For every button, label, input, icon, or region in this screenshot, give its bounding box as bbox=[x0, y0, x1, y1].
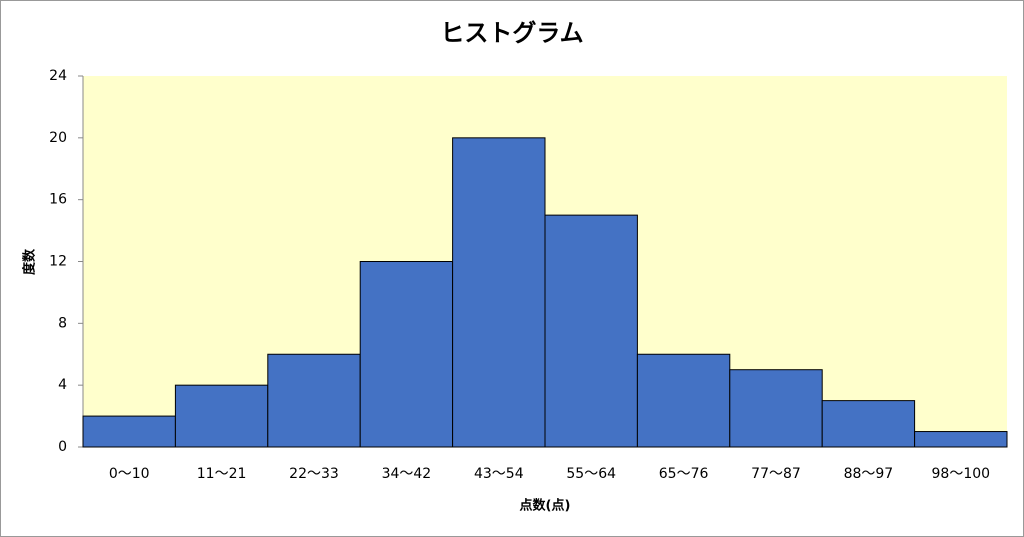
x-tick-label: 55～64 bbox=[566, 466, 616, 482]
bar bbox=[729, 369, 823, 448]
bar bbox=[636, 353, 731, 448]
chart-title: ヒストグラム bbox=[440, 19, 583, 47]
x-tick-label: 22～33 bbox=[289, 466, 339, 482]
x-tick-label: 11～21 bbox=[197, 466, 247, 482]
bar bbox=[544, 214, 638, 448]
x-tick-label: 77～87 bbox=[751, 466, 801, 482]
y-tick-label: 20 bbox=[49, 130, 67, 146]
y-tick-label: 0 bbox=[58, 439, 67, 455]
y-axis-title: 度数 bbox=[22, 248, 38, 275]
y-tick-label: 16 bbox=[49, 192, 67, 208]
y-tick-label: 4 bbox=[58, 377, 67, 393]
bar bbox=[267, 353, 361, 448]
bar bbox=[359, 261, 454, 448]
y-tick-label: 24 bbox=[49, 68, 67, 84]
bar bbox=[174, 384, 269, 448]
x-tick-label: 34～42 bbox=[382, 466, 432, 482]
x-tick-label: 88～97 bbox=[844, 466, 894, 482]
bar bbox=[914, 431, 1008, 448]
y-tick-label: 12 bbox=[49, 254, 67, 270]
x-tick-label: 65～76 bbox=[659, 466, 709, 482]
y-tick-label: 8 bbox=[58, 315, 67, 331]
x-axis-title: 点数(点) bbox=[520, 498, 571, 514]
x-tick-label: 43～54 bbox=[474, 466, 524, 482]
bar bbox=[821, 400, 916, 448]
bar bbox=[452, 137, 546, 448]
x-tick-label: 0～10 bbox=[109, 466, 150, 482]
x-tick-label: 98～100 bbox=[932, 466, 991, 482]
bar bbox=[82, 415, 176, 448]
